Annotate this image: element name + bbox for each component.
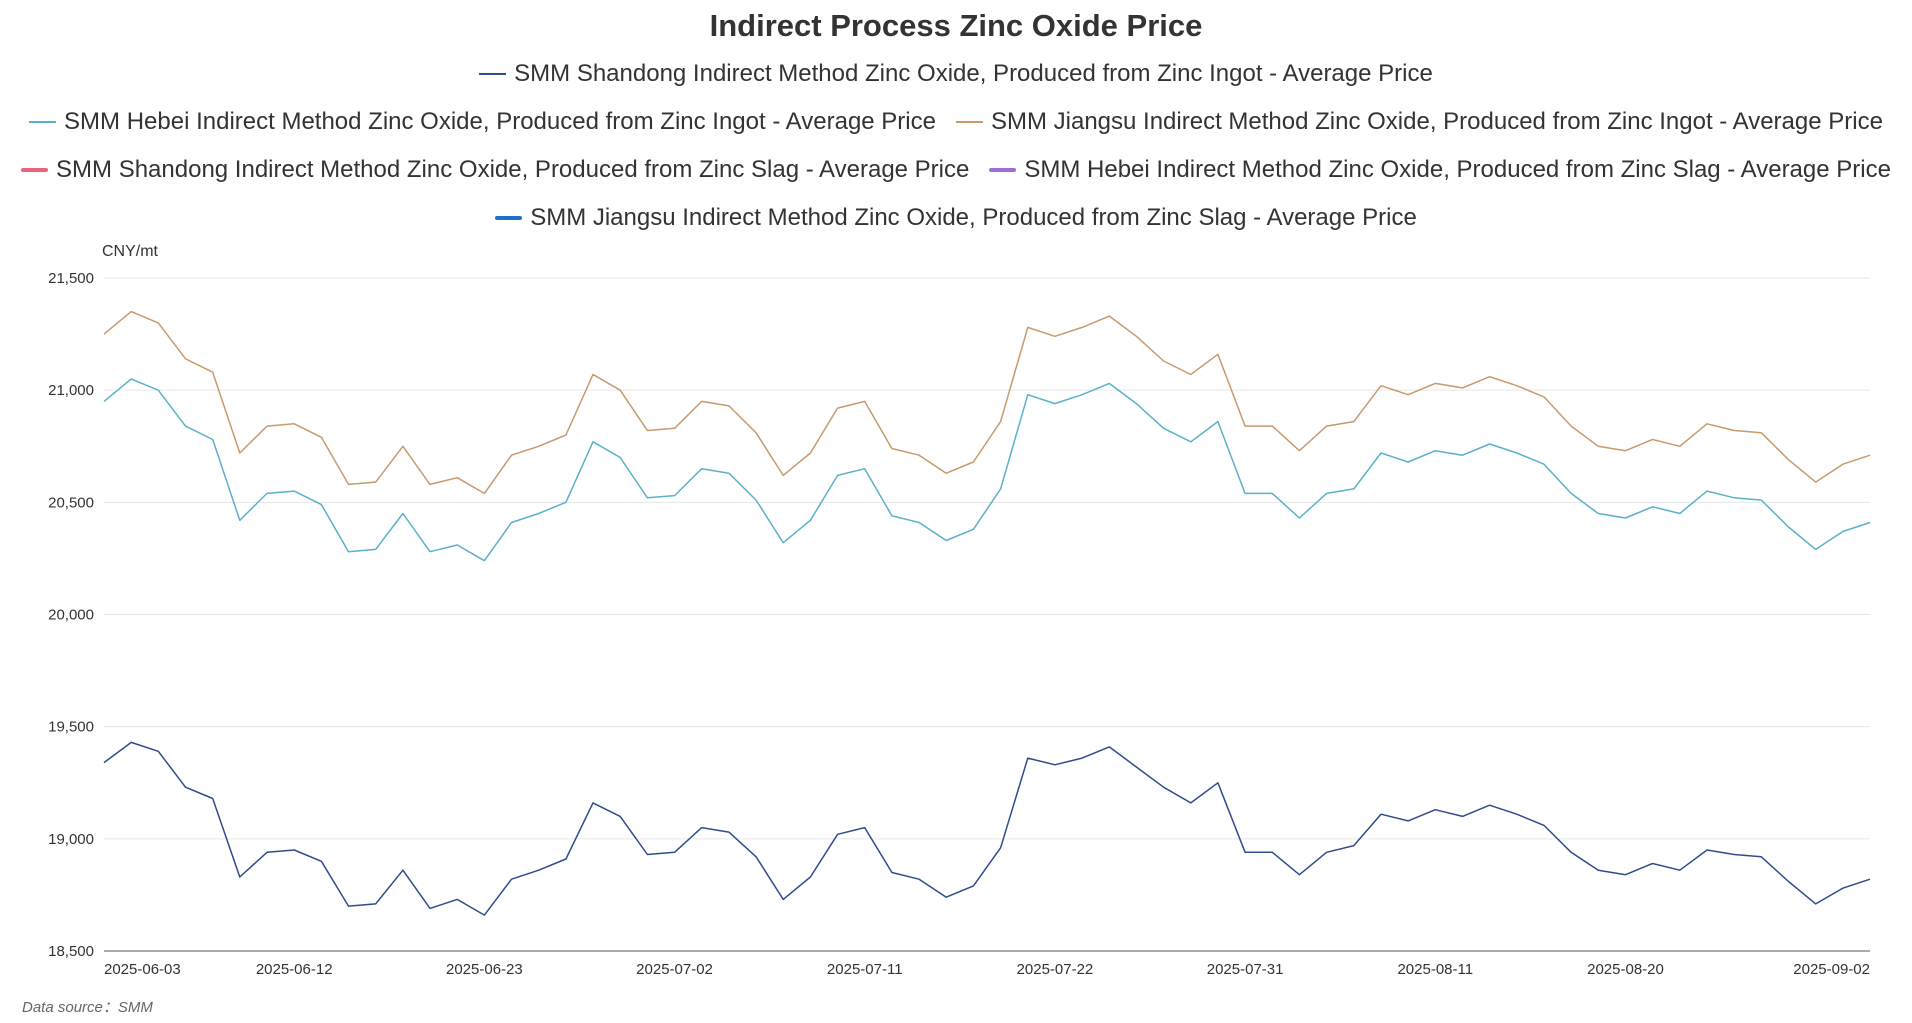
series-line-0 xyxy=(103,741,1871,916)
x-tick-label: 2025-08-20 xyxy=(1587,961,1664,978)
series-line-2 xyxy=(103,310,1871,495)
legend-label: SMM Shandong Indirect Method Zinc Oxide,… xyxy=(514,60,1433,87)
legend-label: SMM Hebei Indirect Method Zinc Oxide, Pr… xyxy=(64,108,936,135)
series-line-1 xyxy=(103,378,1871,562)
x-tick-label: 2025-06-23 xyxy=(446,961,523,978)
y-tick-label: 21,500 xyxy=(48,270,94,287)
legend-row-4: SMM Jiangsu Indirect Method Zinc Oxide, … xyxy=(0,204,1912,232)
legend-item-jiangsu-slag[interactable]: SMM Jiangsu Indirect Method Zinc Oxide, … xyxy=(495,204,1417,232)
x-tick-label: 2025-07-11 xyxy=(827,961,903,978)
legend-label: SMM Hebei Indirect Method Zinc Oxide, Pr… xyxy=(1024,156,1891,183)
legend-item-shandong-slag[interactable]: SMM Shandong Indirect Method Zinc Oxide,… xyxy=(21,156,969,184)
legend-row-3: SMM Shandong Indirect Method Zinc Oxide,… xyxy=(0,156,1912,184)
y-tick-label: 18,500 xyxy=(48,943,94,960)
legend-label: SMM Jiangsu Indirect Method Zinc Oxide, … xyxy=(530,204,1417,231)
y-tick-label: 20,000 xyxy=(48,607,94,624)
legend-row-2: SMM Hebei Indirect Method Zinc Oxide, Pr… xyxy=(0,108,1912,136)
x-tick-label: 2025-08-11 xyxy=(1397,961,1473,978)
legend-swatch-icon xyxy=(495,216,523,220)
legend-item-jiangsu-ingot[interactable]: SMM Jiangsu Indirect Method Zinc Oxide, … xyxy=(955,108,1883,136)
legend-label: SMM Shandong Indirect Method Zinc Oxide,… xyxy=(56,156,970,183)
chart-title: Indirect Process Zinc Oxide Price xyxy=(709,8,1203,43)
legend-row-1: SMM Shandong Indirect Method Zinc Oxide,… xyxy=(0,60,1912,88)
legend-swatch-icon xyxy=(955,121,983,123)
x-tick-label: 2025-07-02 xyxy=(636,961,713,978)
y-tick-label: 21,000 xyxy=(48,382,94,399)
x-tick-label: 2025-06-12 xyxy=(256,961,333,978)
x-tick-label: 2025-06-03 xyxy=(104,961,181,978)
legend-label: SMM Jiangsu Indirect Method Zinc Oxide, … xyxy=(990,108,1883,135)
y-axis-unit-label: CNY/mt xyxy=(102,243,158,260)
x-tick-labels: 2025-06-03 2025-06-12 2025-06-23 2025-07-02… xyxy=(104,961,1870,978)
x-tick-label: 2025-07-22 xyxy=(1017,961,1094,978)
legend-swatch-icon xyxy=(479,73,507,75)
legend-swatch-icon xyxy=(989,168,1017,172)
grid-lines xyxy=(104,277,1870,840)
x-tick-label: 2025-07-31 xyxy=(1207,961,1284,978)
legend-item-shandong-ingot[interactable]: SMM Shandong Indirect Method Zinc Oxide,… xyxy=(479,60,1433,88)
y-tick-labels: 18,500 19,000 19,500 20,000 20,500 21,000 21,5… xyxy=(48,270,94,960)
y-tick-label: 20,500 xyxy=(48,494,94,511)
legend-item-hebei-slag[interactable]: SMM Hebei Indirect Method Zinc Oxide, Pr… xyxy=(989,156,1891,184)
x-tick-label: 2025-09-02 xyxy=(1793,961,1870,978)
legend-swatch-icon xyxy=(21,168,49,172)
legend-item-hebei-ingot[interactable]: SMM Hebei Indirect Method Zinc Oxide, Pr… xyxy=(29,108,936,136)
series-lines xyxy=(103,310,1871,916)
y-tick-label: 19,500 xyxy=(48,719,94,736)
legend-swatch-icon xyxy=(29,121,57,123)
data-source-note: Data source：SMM xyxy=(22,999,153,1016)
y-tick-label: 19,000 xyxy=(48,831,94,848)
